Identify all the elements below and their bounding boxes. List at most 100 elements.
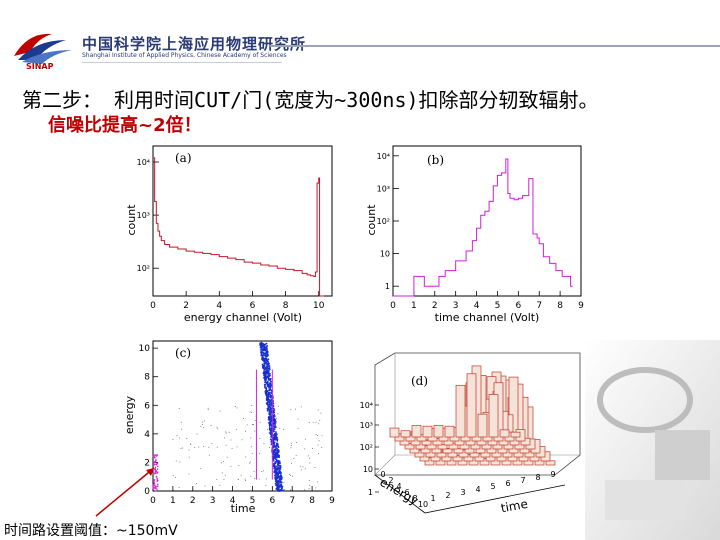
scatter-point — [290, 462, 292, 464]
scatter-point — [309, 462, 311, 464]
scatter-point — [265, 346, 268, 348]
scatter-point — [275, 421, 277, 423]
scatter-point — [254, 430, 256, 432]
scatter-point — [279, 474, 282, 476]
scatter-point — [270, 410, 273, 413]
snr-improvement-text: 信噪比提高~2倍！ — [48, 115, 202, 136]
scatter-point — [269, 412, 272, 415]
scatter-point — [274, 468, 277, 471]
scatter-point — [275, 444, 278, 447]
scatter-point — [155, 487, 157, 489]
scatter-point — [254, 419, 256, 421]
scatter-point — [264, 357, 266, 360]
scatter-point — [266, 409, 269, 412]
scatter-point — [265, 381, 268, 384]
scatter-point — [266, 402, 269, 405]
scatter-point — [277, 455, 280, 458]
x-tick-label: 1 — [170, 496, 176, 506]
scatter-point — [269, 396, 272, 399]
scatter-point — [236, 446, 238, 448]
x-tick-label: 9 — [578, 301, 584, 311]
scatter-point — [249, 411, 251, 413]
scatter-point — [265, 347, 268, 350]
panel-label: (b) — [427, 153, 444, 167]
scatter-point — [153, 454, 155, 457]
lego-bar — [414, 449, 425, 458]
scatter-point — [225, 431, 227, 433]
scatter-point — [262, 352, 265, 354]
institute-name-en: Shanghai Institute of Applied Physics, C… — [82, 52, 287, 59]
scatter-point — [188, 449, 190, 451]
y-tick-label: 0 — [380, 470, 385, 479]
scatter-point — [277, 446, 280, 449]
scatter-point — [154, 456, 156, 459]
scatter-point — [268, 377, 270, 380]
scatter-point — [154, 490, 157, 492]
scatter-point — [266, 396, 269, 398]
scatter-point — [156, 488, 158, 490]
scatter-point — [269, 383, 272, 386]
scatter-point — [260, 353, 263, 356]
scatter-point — [231, 447, 233, 449]
scatter-point — [265, 375, 267, 378]
scatter-point — [223, 461, 225, 463]
scatter-point — [192, 486, 194, 488]
decorative-background — [585, 340, 720, 540]
z-tick-label: 10³ — [360, 421, 373, 430]
scatter-point — [250, 411, 252, 413]
scatter-point — [217, 428, 219, 430]
scatter-point — [268, 411, 271, 414]
x-tick-label: 2 — [432, 301, 438, 311]
scatter-point — [308, 487, 310, 489]
x-tick-label: 6 — [250, 301, 256, 311]
scatter-point — [273, 415, 276, 418]
scatter-point — [155, 475, 158, 478]
scatter-point — [267, 354, 269, 357]
scatter-point — [259, 343, 262, 346]
x-tick-label: 2 — [190, 496, 196, 506]
scatter-point — [258, 453, 260, 455]
scatter-point — [154, 468, 157, 470]
scatter-point — [216, 446, 218, 448]
scatter-point — [267, 407, 270, 410]
scatter-point — [277, 459, 279, 462]
scatter-point — [268, 365, 271, 368]
logo-text: SINAP — [26, 62, 54, 70]
x-tick-label: 6 — [515, 301, 521, 311]
scatter-point — [267, 371, 270, 373]
lego-bar — [488, 394, 499, 438]
scatter-point — [272, 445, 275, 447]
series-line — [153, 157, 325, 297]
scatter-point — [273, 433, 276, 436]
lego-bar — [422, 425, 433, 438]
scatter-point — [263, 376, 265, 379]
scatter-point — [153, 483, 156, 485]
scatter-point — [251, 405, 253, 407]
scatter-point — [272, 417, 275, 420]
scatter-point — [276, 449, 279, 452]
scatter-point — [312, 421, 314, 423]
x-tick-label: 10 — [313, 301, 325, 311]
scatter-point — [202, 421, 204, 423]
lego-bar — [510, 431, 521, 438]
scatter-point — [262, 354, 265, 356]
scatter-point — [156, 485, 159, 488]
series-line — [393, 158, 573, 297]
scatter-point — [278, 481, 280, 484]
scatter-point — [317, 423, 319, 425]
lego-bar — [411, 425, 422, 438]
scatter-point — [153, 484, 156, 487]
chart-panel-b: 0 1 2 3 4 5 6 7 8 9 1 10 10² 10³ 10⁴ (b) time channel … — [365, 145, 584, 324]
scatter-point — [297, 418, 299, 420]
scatter-point — [290, 445, 292, 447]
scatter-point — [269, 424, 272, 427]
scatter-point — [276, 436, 279, 439]
scatter-point — [273, 463, 276, 465]
scatter-point — [188, 456, 190, 458]
scatter-point — [156, 480, 159, 482]
x-tick-label: 8 — [535, 473, 540, 482]
scatter-point — [273, 467, 276, 470]
scatter-point — [157, 483, 159, 486]
lego-bar — [389, 427, 400, 438]
scatter-point — [265, 365, 268, 367]
